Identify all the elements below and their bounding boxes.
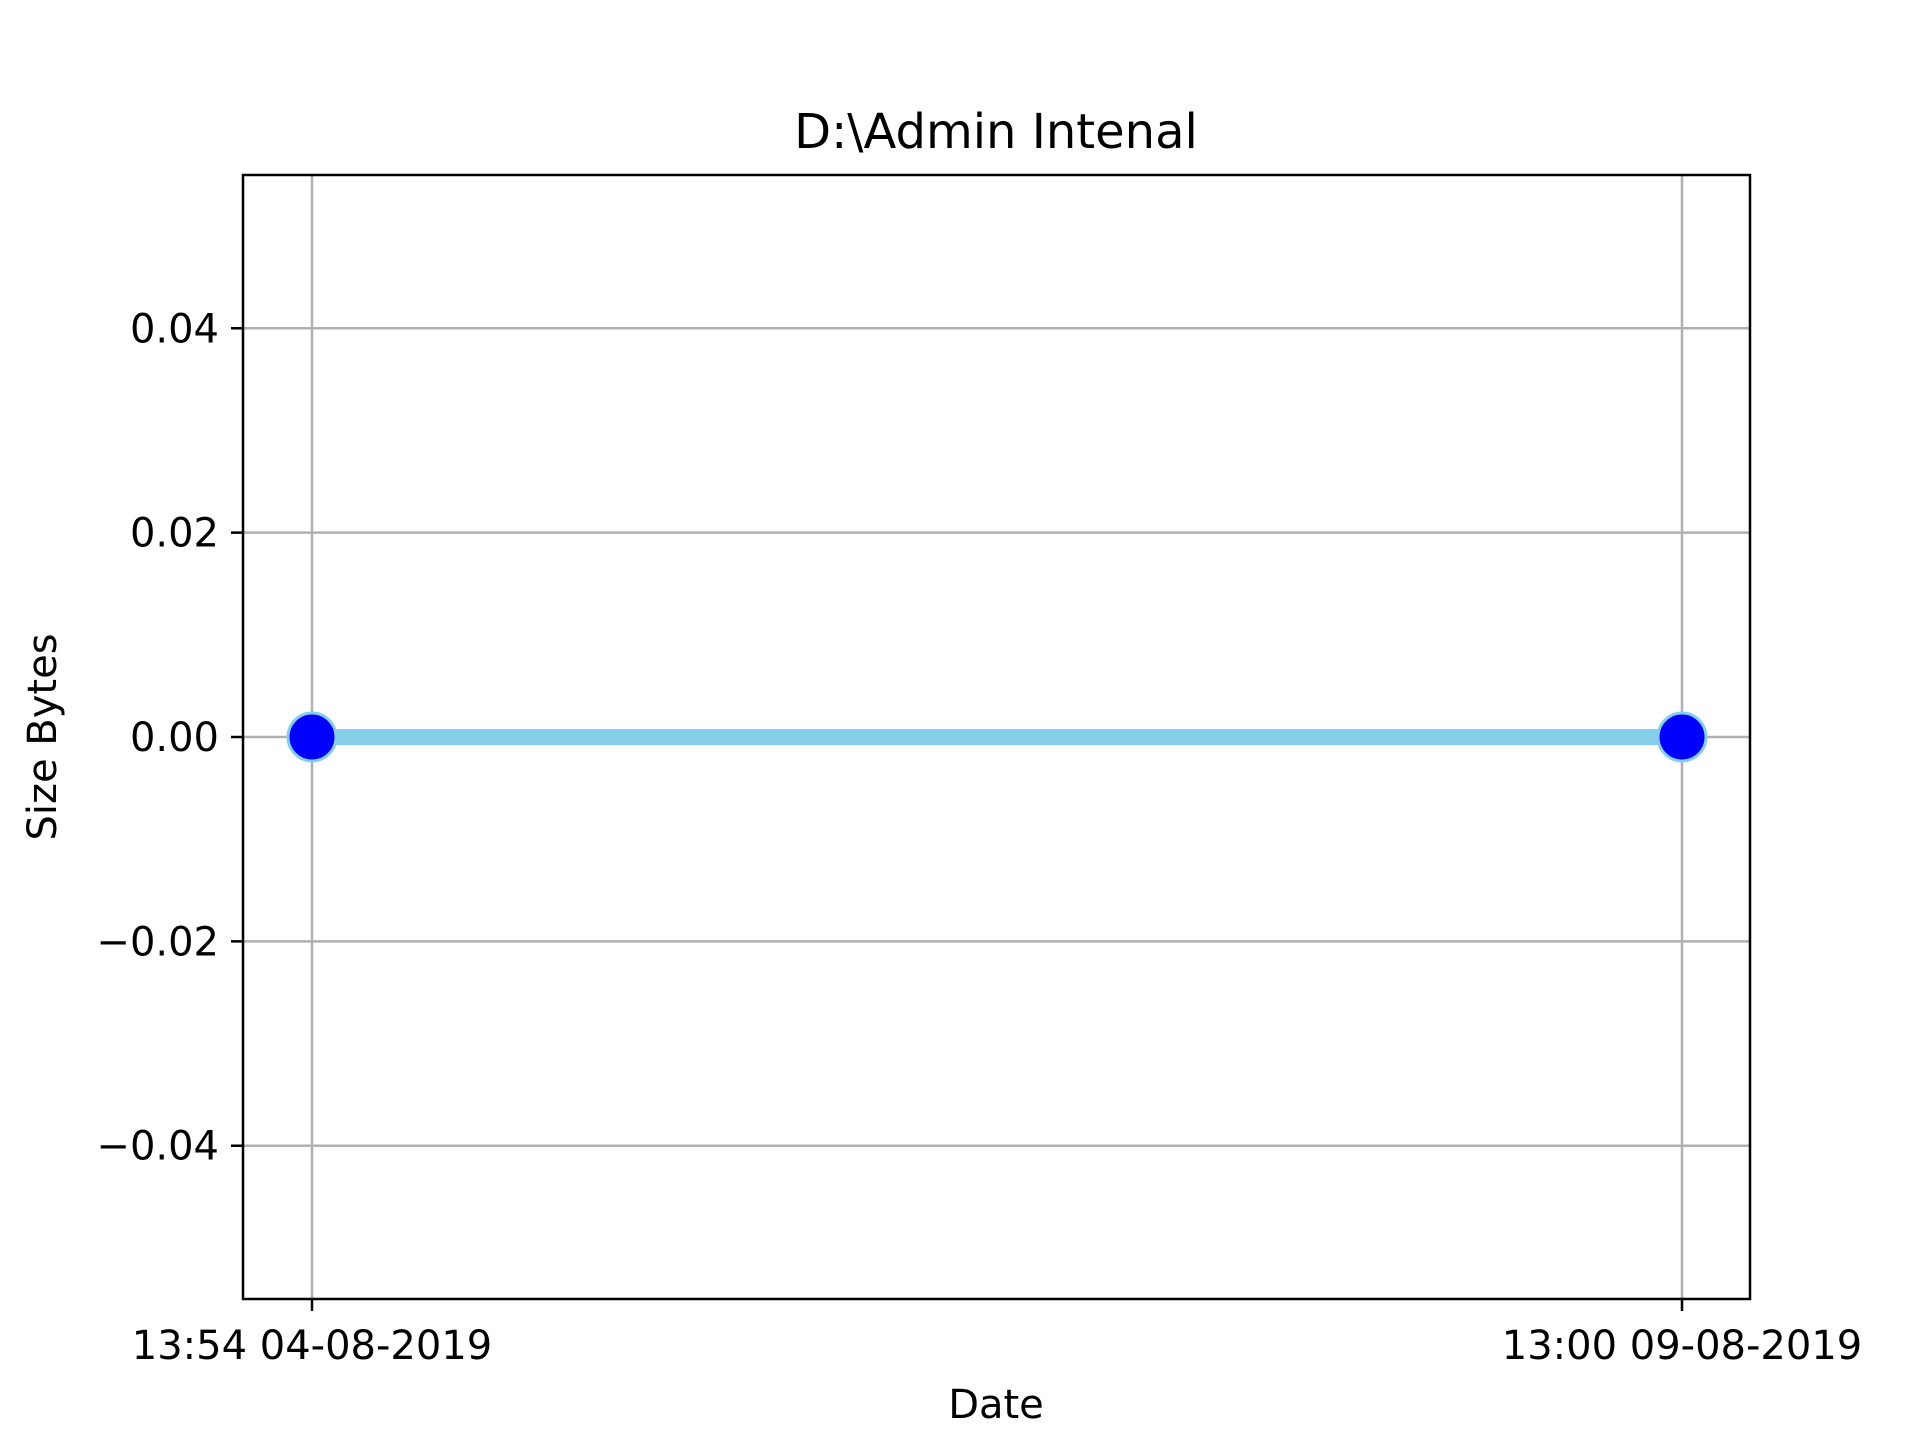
y-axis: −0.04 −0.02 0.00 0.02 0.04	[96, 306, 243, 1170]
data-point	[286, 711, 338, 763]
y-tick-label: 0.04	[130, 306, 219, 352]
y-tick-label: 0.02	[130, 511, 219, 557]
y-tick-label: −0.04	[96, 1124, 219, 1170]
x-tick-label: 13:54 04-08-2019	[132, 1323, 492, 1369]
y-axis-label: Size Bytes	[20, 633, 66, 840]
x-axis-label: Date	[948, 1382, 1044, 1428]
x-axis: 13:54 04-08-2019 13:00 09-08-2019	[132, 1299, 1862, 1369]
data-point	[1656, 711, 1708, 763]
y-tick-label: −0.02	[96, 919, 219, 965]
y-tick-label: 0.00	[130, 715, 219, 761]
series-layer	[286, 711, 1708, 763]
x-tick-label: 13:00 09-08-2019	[1502, 1323, 1862, 1369]
chart-title: D:\Admin Intenal	[794, 104, 1198, 160]
